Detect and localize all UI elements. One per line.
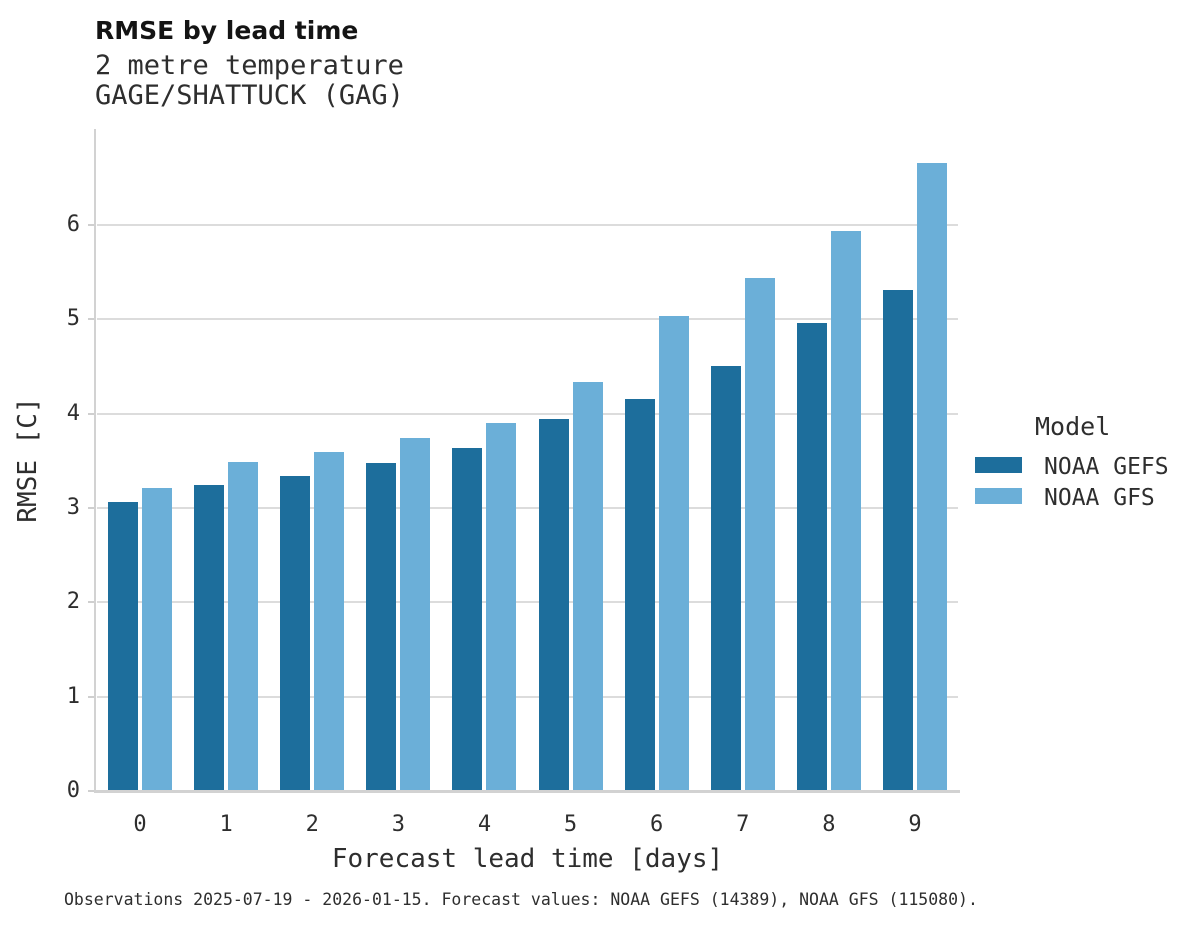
y-tick-label-1: 1 xyxy=(66,683,80,709)
bar-noaa-gfs-lead-5 xyxy=(572,381,603,791)
bar-noaa-gefs-lead-6 xyxy=(624,398,655,791)
y-tick-0 xyxy=(88,790,94,792)
bar-noaa-gfs-lead-4 xyxy=(486,423,517,791)
x-tick-label-7: 7 xyxy=(736,812,750,837)
x-tick-label-1: 1 xyxy=(219,812,233,837)
bar-noaa-gefs-lead-9 xyxy=(882,290,913,791)
x-tick-label-3: 3 xyxy=(391,812,405,837)
footer-caption: Observations 2025-07-19 - 2026-01-15. Fo… xyxy=(64,890,978,909)
bar-noaa-gefs-lead-2 xyxy=(280,476,311,791)
chart-subtitle-variable: 2 metre temperature xyxy=(95,50,404,81)
y-axis-line xyxy=(94,129,96,793)
y-tick-6 xyxy=(88,224,94,227)
gridline-y-6 xyxy=(97,224,958,227)
gridline-y-2 xyxy=(97,601,958,604)
gridline-y-4 xyxy=(97,412,958,415)
bar-noaa-gfs-lead-8 xyxy=(830,230,861,791)
bar-noaa-gefs-lead-3 xyxy=(366,462,397,791)
y-tick-label-5: 5 xyxy=(66,306,80,332)
legend-label-gefs: NOAA GEFS xyxy=(1044,454,1169,480)
chart-title: RMSE by lead time xyxy=(95,16,359,45)
x-tick-label-4: 4 xyxy=(477,812,492,837)
y-tick-label-0: 0 xyxy=(66,778,80,803)
chart-subtitle-station: GAGE/SHATTUCK (GAG) xyxy=(95,80,404,111)
bar-noaa-gfs-lead-7 xyxy=(744,277,775,791)
y-tick-4 xyxy=(88,412,94,415)
x-tick-label-0: 0 xyxy=(133,812,147,837)
bar-noaa-gfs-lead-0 xyxy=(142,488,173,791)
x-axis-line xyxy=(94,790,960,793)
y-tick-label-4: 4 xyxy=(66,400,80,426)
legend-label-gfs: NOAA GFS xyxy=(1044,485,1155,511)
y-tick-2 xyxy=(88,601,94,604)
bar-noaa-gefs-lead-7 xyxy=(710,365,741,791)
bar-noaa-gefs-lead-5 xyxy=(538,419,569,791)
legend-title: Model xyxy=(1035,412,1111,441)
bar-noaa-gfs-lead-1 xyxy=(228,461,259,791)
y-tick-label-2: 2 xyxy=(66,589,80,615)
bar-noaa-gfs-lead-6 xyxy=(658,315,689,791)
legend-swatch-gefs xyxy=(975,457,1022,473)
bar-noaa-gfs-lead-9 xyxy=(916,162,947,791)
bar-noaa-gefs-lead-8 xyxy=(796,323,827,791)
bar-noaa-gefs-lead-0 xyxy=(108,502,139,791)
gridline-y-5 xyxy=(97,318,958,321)
gridline-y-1 xyxy=(97,695,958,698)
x-tick-label-9: 9 xyxy=(908,812,922,837)
x-axis-label: Forecast lead time [days] xyxy=(331,844,724,874)
bar-noaa-gefs-lead-4 xyxy=(452,447,483,791)
y-tick-5 xyxy=(88,318,94,321)
y-tick-label-3: 3 xyxy=(66,495,80,521)
y-tick-3 xyxy=(88,507,94,510)
y-tick-1 xyxy=(88,695,94,698)
x-tick-label-8: 8 xyxy=(822,812,836,837)
x-tick-label-5: 5 xyxy=(563,812,578,837)
bar-noaa-gfs-lead-2 xyxy=(314,451,345,791)
legend-swatch-gfs xyxy=(975,488,1022,504)
bar-noaa-gfs-lead-3 xyxy=(400,438,431,791)
x-tick-label-6: 6 xyxy=(650,812,664,837)
gridline-y-3 xyxy=(97,507,958,510)
y-tick-label-6: 6 xyxy=(66,212,80,238)
x-tick-label-2: 2 xyxy=(305,812,319,837)
bar-noaa-gefs-lead-1 xyxy=(194,484,225,791)
